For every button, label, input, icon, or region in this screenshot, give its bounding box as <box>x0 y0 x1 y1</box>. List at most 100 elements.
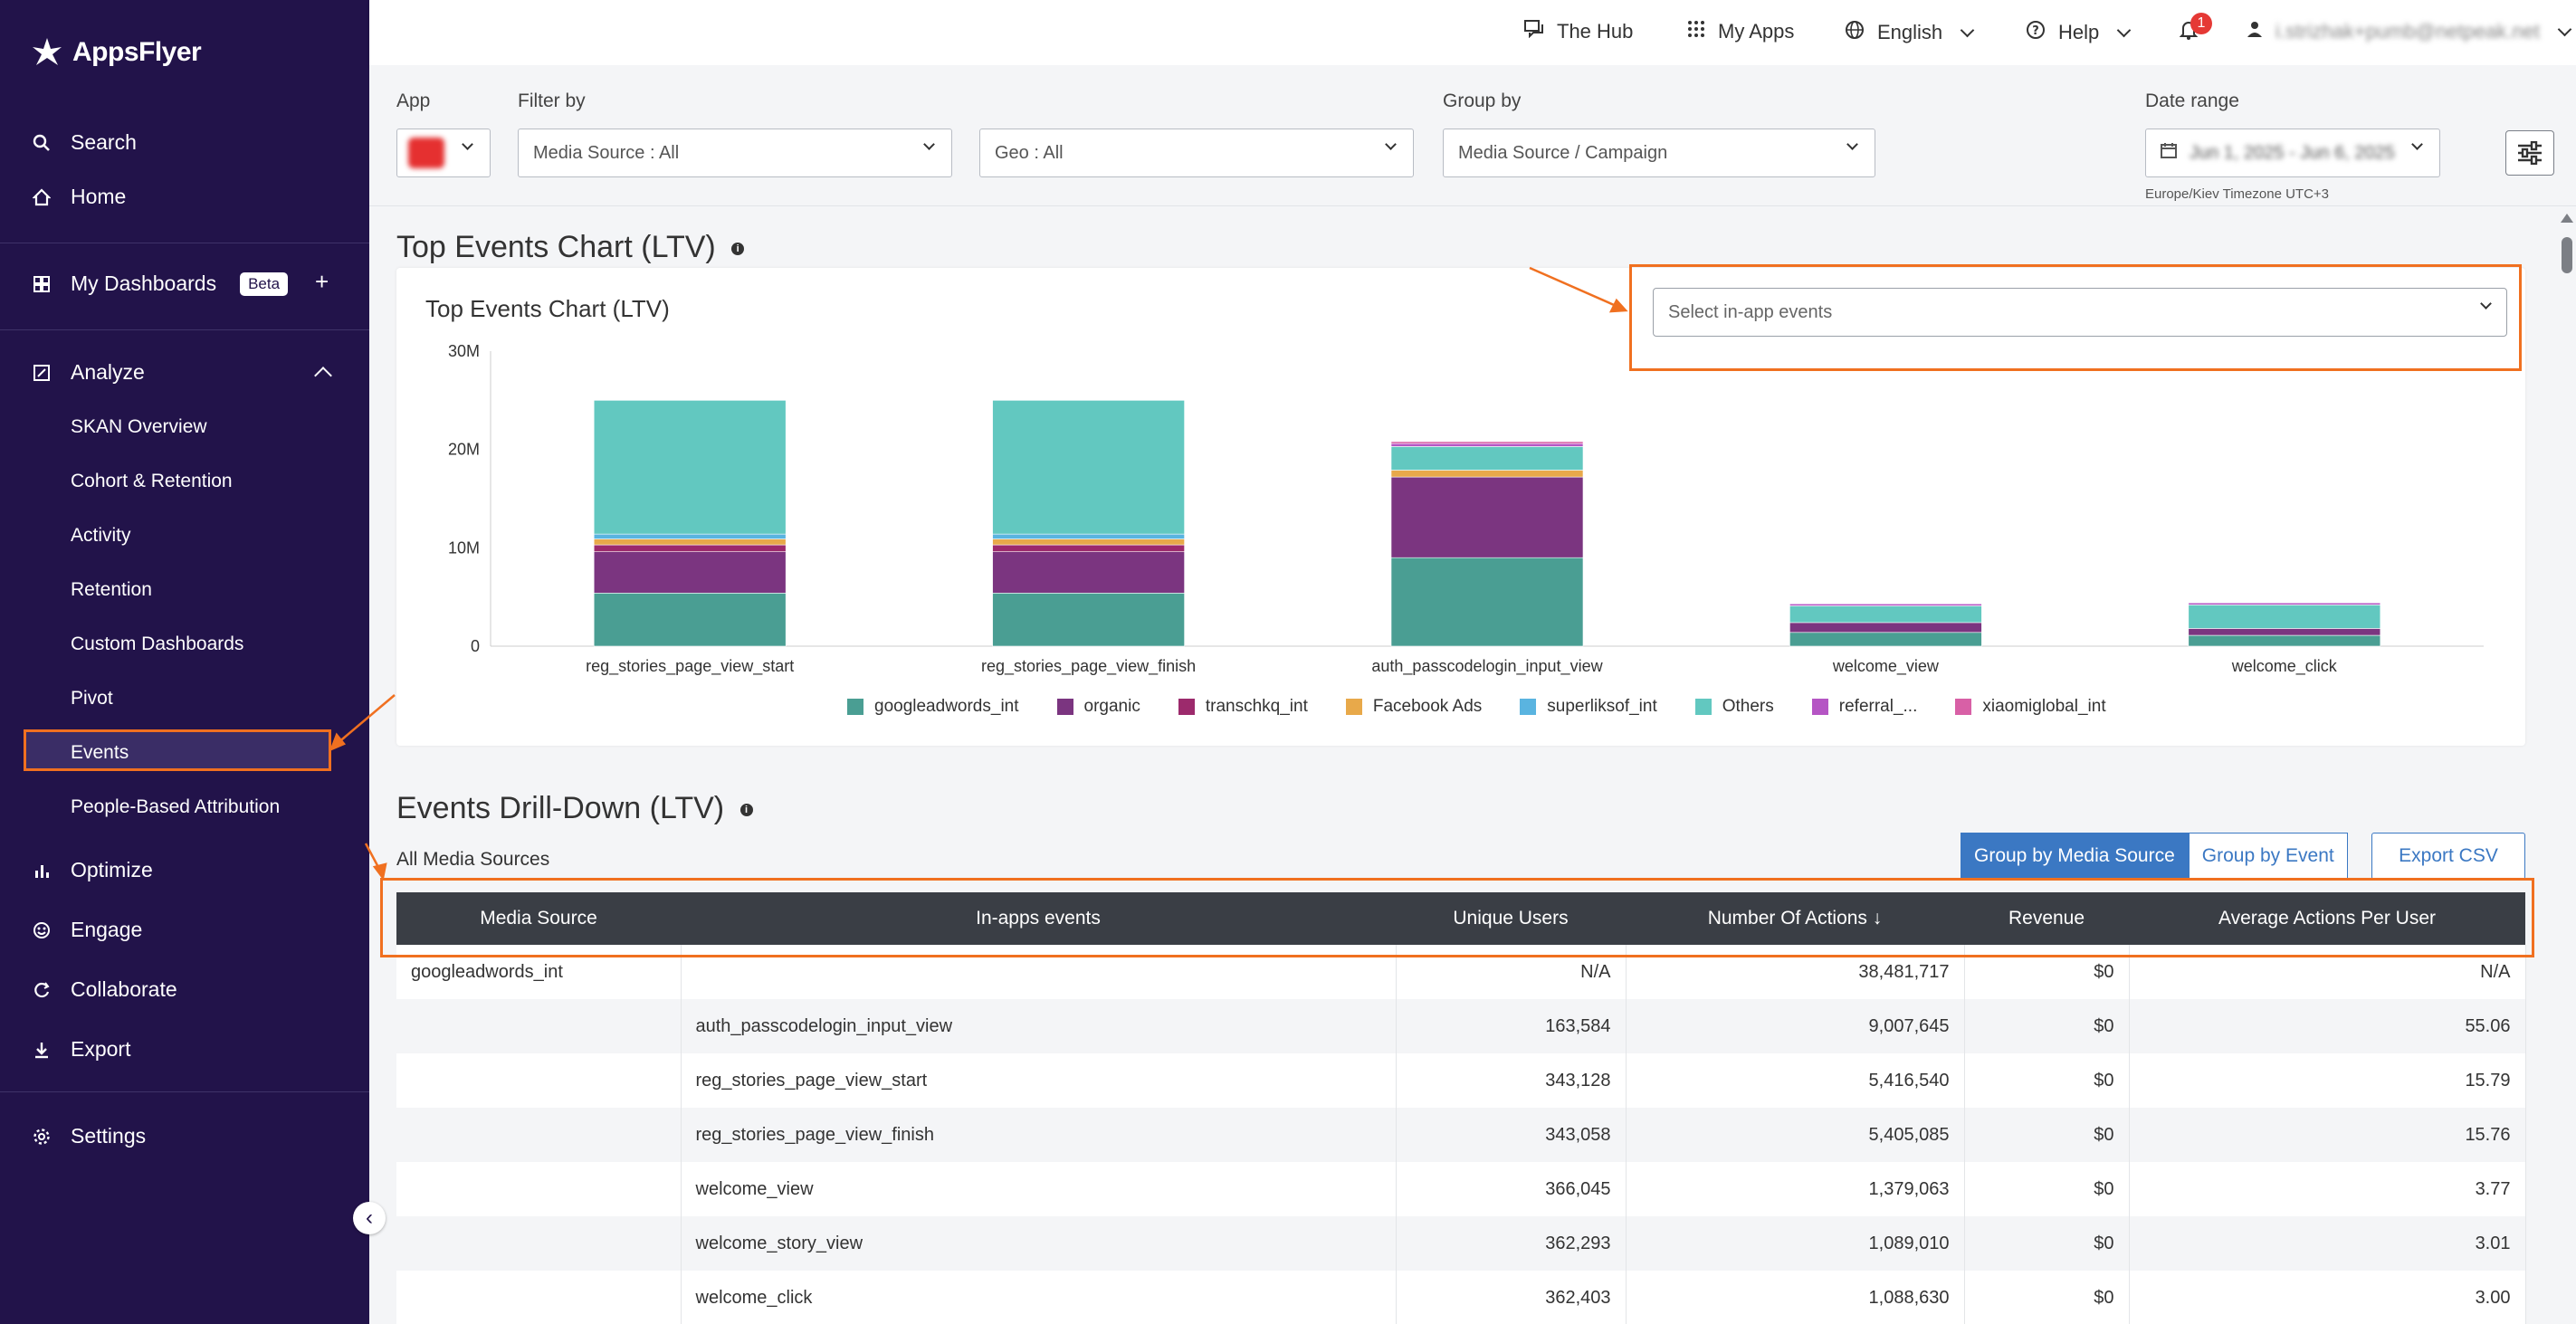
legend-item[interactable]: Others <box>1694 697 1774 717</box>
sidebar-subitem-pivot[interactable]: Pivot <box>71 688 113 709</box>
legend-item[interactable]: superliksof_int <box>1520 697 1657 717</box>
legend-item[interactable]: xiaomiglobal_int <box>1955 697 2106 717</box>
sidebar-item-export[interactable]: Export <box>33 1037 130 1062</box>
sidebar-item-my-dashboards[interactable]: My Dashboards Beta <box>33 271 289 296</box>
unique-users-cell: N/A <box>1396 945 1627 999</box>
filter-settings-button[interactable] <box>2505 130 2554 176</box>
column-header-number-of-actions[interactable]: Number Of Actions ↓ <box>1626 892 1964 945</box>
grid-icon <box>1687 20 1705 43</box>
sidebar-item-analyze[interactable]: Analyze <box>33 360 145 385</box>
group-by-event-button[interactable]: Group by Event <box>2188 833 2348 880</box>
unique-users-cell: 362,293 <box>1396 1216 1627 1271</box>
group-toggle: Group by Media Source Group by Event <box>1961 833 2348 880</box>
legend-swatch <box>1811 699 1828 715</box>
help-dropdown[interactable]: ? Help <box>2026 20 2132 45</box>
legend-label: xiaomiglobal_int <box>1982 697 2106 716</box>
media-source-link[interactable]: googleadwords_int <box>396 945 682 999</box>
language-dropdown[interactable]: English <box>1845 20 1975 45</box>
sidebar-item-label: Optimize <box>71 858 153 881</box>
sidebar-item-engage[interactable]: Engage <box>33 918 142 942</box>
legend-item[interactable]: organic <box>1056 697 1140 717</box>
sidebar-item-home[interactable]: Home <box>33 185 126 209</box>
media-source-cell <box>396 1108 682 1162</box>
legend-item[interactable]: googleadwords_int <box>847 697 1019 717</box>
legend-item[interactable]: referral_... <box>1811 697 1917 717</box>
event-cell: welcome_click <box>681 1271 1397 1324</box>
bar-segment <box>1390 476 1584 558</box>
sidebar-divider <box>0 329 369 330</box>
sidebar-subitem-activity[interactable]: Activity <box>71 525 131 546</box>
top-events-section-title: Top Events Chart (LTV) i <box>396 230 745 265</box>
sidebar-item-label: Export <box>71 1037 131 1061</box>
arrow-to-events-menu <box>336 694 396 745</box>
event-cell: reg_stories_page_view_start <box>681 1053 1397 1108</box>
sidebar-subitem-cohort-retention[interactable]: Cohort & Retention <box>71 471 233 491</box>
page-scrollbar[interactable] <box>2558 206 2576 1324</box>
drill-down-section-title: Events Drill-Down (LTV) i <box>396 791 753 826</box>
group-by-select[interactable]: Media Source / Campaign <box>1443 129 1875 177</box>
legend-item[interactable]: Facebook Ads <box>1345 697 1483 717</box>
the-hub-label: The Hub <box>1557 20 1634 43</box>
avg-actions-cell: 15.76 <box>2129 1108 2526 1162</box>
user-menu[interactable]: i.strizhak+pumb@netpeak.net <box>2247 20 2572 43</box>
legend-swatch <box>1178 699 1195 715</box>
appsflyer-logo[interactable]: AppsFlyer <box>31 36 202 69</box>
the-hub-link[interactable]: The Hub <box>1524 20 1633 43</box>
unique-users-cell: 343,058 <box>1396 1108 1627 1162</box>
column-header-revenue[interactable]: Revenue <box>1964 892 2129 945</box>
collapse-sidebar-button[interactable]: ‹ <box>353 1202 386 1234</box>
sidebar-subitem-retention[interactable]: Retention <box>71 579 152 600</box>
actions-cell: 1,089,010 <box>1626 1216 1965 1271</box>
media-source-filter[interactable]: Media Source : All <box>518 129 952 177</box>
column-header-in-apps-events[interactable]: In-apps events <box>681 892 1396 945</box>
sidebar-subitem-people-based-attribution[interactable]: People-Based Attribution <box>71 796 281 817</box>
media-source-filter-value: Media Source : All <box>533 142 680 163</box>
my-apps-link[interactable]: My Apps <box>1687 20 1794 43</box>
filter-by-label: Filter by <box>518 90 586 111</box>
sidebar-item-label: Search <box>71 130 137 154</box>
column-header-media-source[interactable]: Media Source <box>396 892 681 945</box>
sidebar-divider <box>0 1091 369 1092</box>
geo-filter[interactable]: Geo : All <box>979 129 1414 177</box>
in-app-events-placeholder: Select in-app events <box>1668 301 1833 322</box>
table-row: welcome_story_view 362,293 1,089,010 $0 … <box>396 1216 2526 1271</box>
add-dashboard-button[interactable]: + <box>315 268 329 295</box>
date-range-picker[interactable]: Jun 1, 2025 - Jun 6, 2025 <box>2145 129 2440 177</box>
table-row: welcome_click 362,403 1,088,630 $0 3.00 <box>396 1271 2526 1324</box>
sidebar-subitem-events[interactable]: Events <box>71 742 129 763</box>
help-label: Help <box>2058 21 2100 43</box>
info-icon[interactable]: i <box>739 804 753 817</box>
legend-label: Facebook Ads <box>1372 697 1483 716</box>
avg-actions-cell: N/A <box>2129 945 2526 999</box>
sidebar-subitem-custom-dashboards[interactable]: Custom Dashboards <box>71 633 244 654</box>
column-header-avg-actions[interactable]: Average Actions Per User <box>2129 892 2525 945</box>
sidebar-item-collaborate[interactable]: Collaborate <box>33 977 177 1002</box>
highlight-box-table-header <box>380 878 2534 957</box>
sidebar-item-settings[interactable]: Settings <box>33 1124 146 1148</box>
export-csv-button[interactable]: Export CSV <box>2371 833 2525 880</box>
sidebar-item-search[interactable]: Search <box>33 130 137 155</box>
in-app-events-select[interactable]: Select in-app events <box>1653 288 2507 337</box>
column-header-unique-users[interactable]: Unique Users <box>1396 892 1626 945</box>
x-tick-label: welcome_click <box>2231 657 2338 676</box>
scroll-up-arrow[interactable] <box>2561 214 2573 223</box>
sidebar-item-optimize[interactable]: Optimize <box>33 858 153 882</box>
table-row: auth_passcodelogin_input_view 163,584 9,… <box>396 999 2526 1053</box>
group-by-media-source-button[interactable]: Group by Media Source <box>1961 833 2189 880</box>
scrollbar-thumb[interactable] <box>2562 237 2572 273</box>
sidebar-subitem-skan-overview[interactable]: SKAN Overview <box>71 416 207 437</box>
highlight-box-events-select <box>1629 264 2522 371</box>
legend-swatch <box>1056 699 1073 715</box>
beta-badge: Beta <box>240 271 289 296</box>
legend-item[interactable]: transchkq_int <box>1178 697 1308 717</box>
event-cell: reg_stories_page_view_finish <box>681 1108 1397 1162</box>
bar-segment <box>992 593 1185 647</box>
app-select[interactable] <box>396 129 491 177</box>
date-range-value: Jun 1, 2025 - Jun 6, 2025 <box>2190 142 2395 163</box>
settings-icon <box>33 1128 51 1146</box>
optimize-icon <box>33 862 51 880</box>
media-source-cell <box>396 1053 682 1108</box>
info-icon[interactable]: i <box>731 243 745 256</box>
avg-actions-cell: 15.79 <box>2129 1053 2526 1108</box>
my-apps-label: My Apps <box>1718 20 1795 43</box>
